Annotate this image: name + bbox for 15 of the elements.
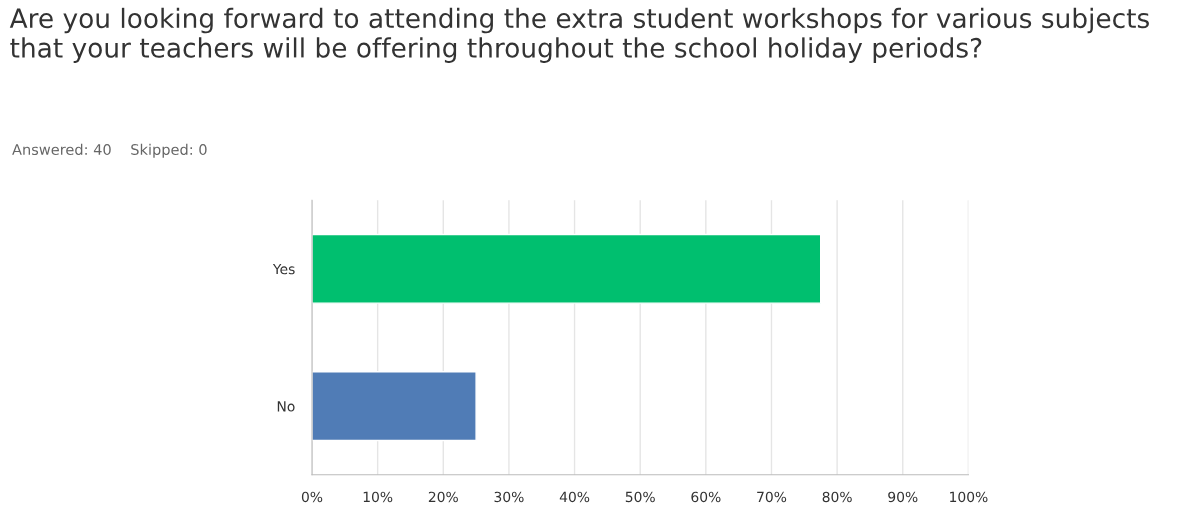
x-tick-label: 50% — [625, 491, 655, 503]
y-tick-label: No — [277, 401, 295, 412]
chart-title: Are you looking forward to attending the extra student workshops for various subjects that your teachers will be offering throughout the school holiday periods? — [9, 7, 1149, 63]
text: Answered: 40 Skipped: 0 — [12, 143, 207, 158]
x-tick-label: 0% — [301, 491, 323, 503]
x-tick-label: 70% — [757, 491, 787, 503]
x-tick-label: 60% — [691, 491, 721, 503]
x-tick-label: 100% — [950, 491, 988, 503]
x-tick-label: 20% — [428, 491, 458, 503]
x-tick-label: 80% — [822, 491, 852, 503]
x-tick-label: 90% — [888, 491, 918, 503]
x-tick-label: 40% — [559, 491, 590, 503]
x-tick-label: 10% — [363, 491, 393, 503]
y-tick-label: Yes — [272, 263, 295, 275]
x-tick-label: 30% — [494, 491, 524, 503]
